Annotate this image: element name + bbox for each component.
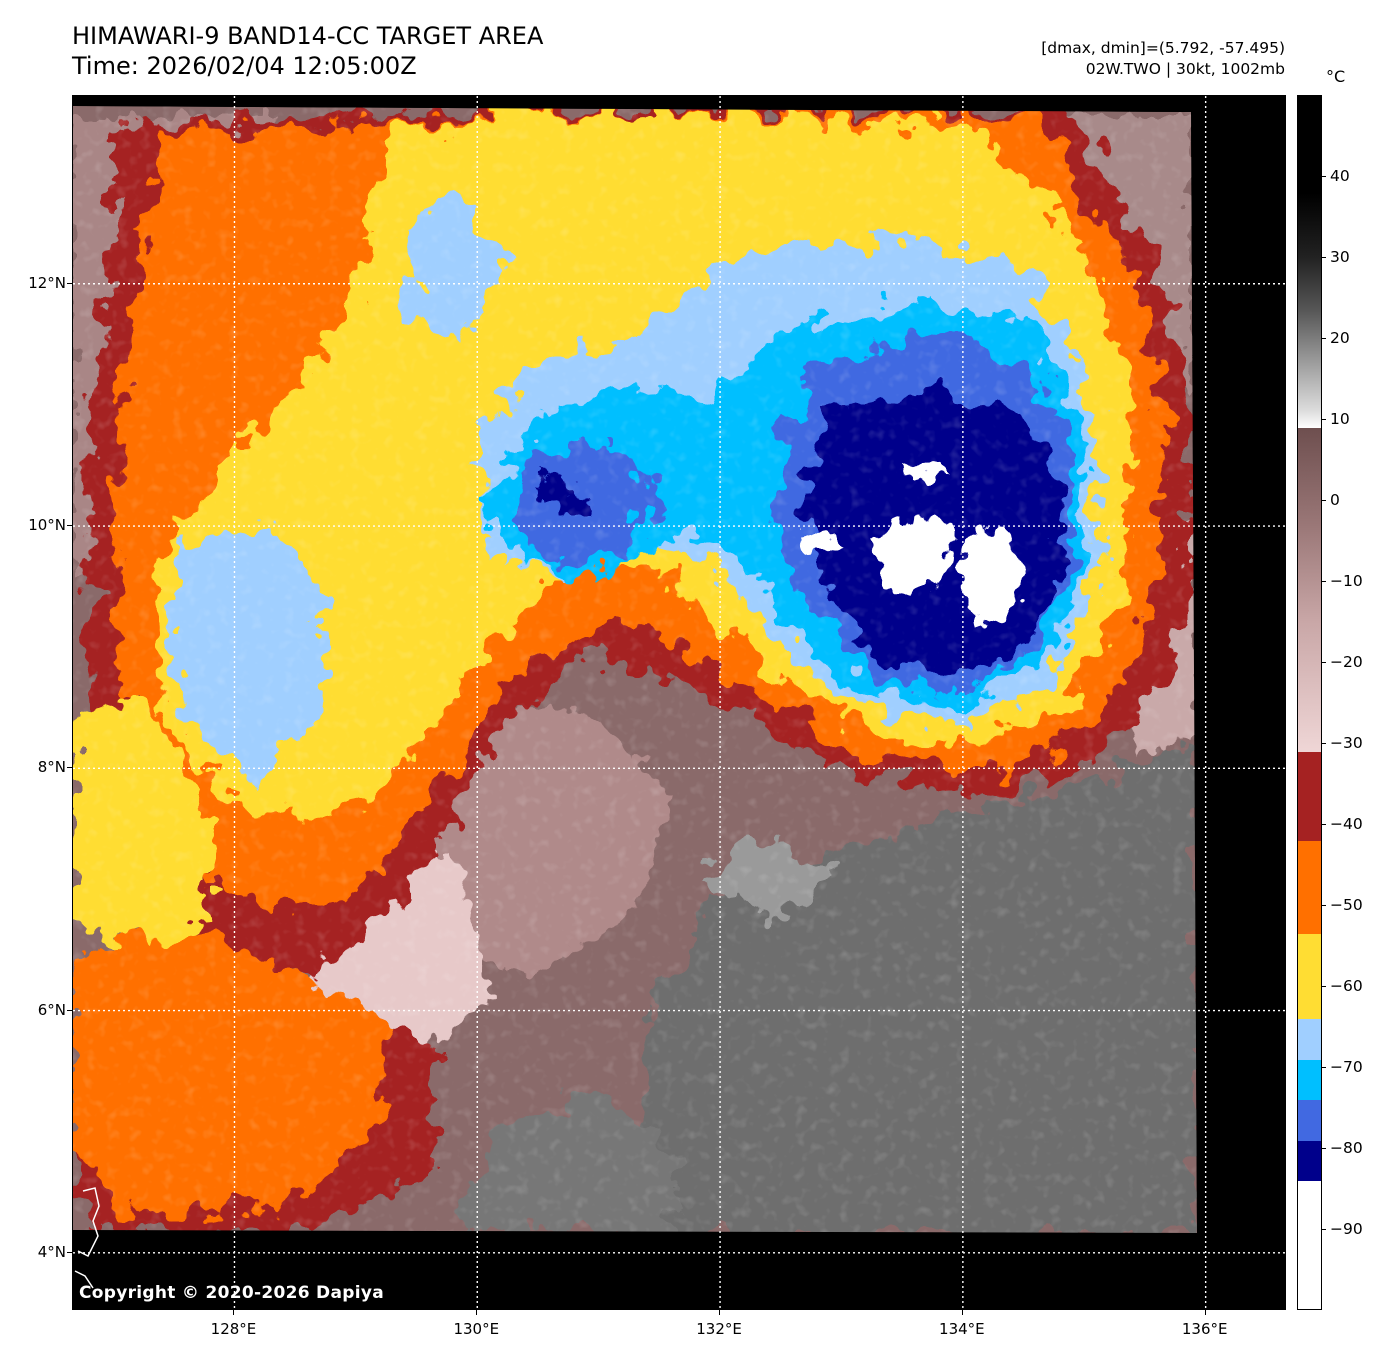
colorbar-tick (1322, 500, 1326, 501)
colorbar-tick (1322, 581, 1326, 582)
graticule (73, 96, 1285, 1309)
colorbar-tick (1322, 419, 1326, 420)
colorbar-tick-label: −30 (1330, 734, 1363, 752)
colorbar-tick-label: 10 (1330, 410, 1350, 428)
latitude-tick (67, 282, 72, 284)
colorbar-segment (1298, 96, 1321, 258)
colorbar-segment (1298, 934, 1321, 1020)
colorbar-tick (1322, 1067, 1326, 1068)
colorbar (1297, 95, 1322, 1310)
satellite-map: Copyright © 2020-2026 Dapiya (72, 95, 1286, 1310)
colorbar-tick (1322, 905, 1326, 906)
colorbar-tick-label: −80 (1330, 1139, 1363, 1157)
colorbar-tick (1322, 1229, 1326, 1230)
colorbar-segment (1298, 1059, 1321, 1101)
latitude-label: 6°N (37, 1000, 66, 1019)
longitude-label: 134°E (939, 1320, 985, 1338)
latitude-label: 8°N (37, 758, 66, 777)
colorbar-segment (1298, 258, 1321, 429)
colorbar-tick (1322, 257, 1326, 258)
colorbar-unit: °C (1326, 67, 1346, 86)
colorbar-tick-label: 40 (1330, 167, 1350, 185)
colorbar-tick-label: −10 (1330, 572, 1363, 590)
longitude-label: 132°E (696, 1320, 742, 1338)
colorbar-tick-label: 0 (1330, 491, 1340, 509)
latitude-tick (67, 525, 72, 527)
colorbar-tick-label: −90 (1330, 1220, 1363, 1238)
colorbar-segment (1298, 1140, 1321, 1182)
latitude-label: 10°N (28, 516, 66, 535)
colorbar-tick (1322, 743, 1326, 744)
colorbar-tick (1322, 824, 1326, 825)
colorbar-tick (1322, 986, 1326, 987)
dmax-dmin-readout: [dmax, dmin]=(5.792, -57.495) (1041, 39, 1285, 57)
latitude-tick (67, 1009, 72, 1011)
colorbar-tick (1322, 338, 1326, 339)
colorbar-segment (1298, 1181, 1321, 1309)
colorbar-tick (1322, 662, 1326, 663)
colorbar-tick-label: 20 (1330, 329, 1350, 347)
colorbar-segment (1298, 1019, 1321, 1060)
colorbar-tick-label: −40 (1330, 815, 1363, 833)
chart-title: HIMAWARI-9 BAND14-CC TARGET AREA (72, 22, 544, 50)
colorbar-tick (1322, 1148, 1326, 1149)
longitude-label: 130°E (453, 1320, 500, 1338)
colorbar-tick-label: −70 (1330, 1058, 1363, 1076)
storm-info: 02W.TWO | 30kt, 1002mb (1085, 60, 1285, 78)
latitude-tick (67, 1251, 72, 1253)
colorbar-tick (1322, 176, 1326, 177)
colorbar-segment (1298, 841, 1321, 935)
copyright-text: Copyright © 2020-2026 Dapiya (79, 1283, 384, 1303)
longitude-tick (719, 1310, 721, 1315)
latitude-label: 4°N (37, 1242, 66, 1261)
longitude-label: 128°E (210, 1320, 257, 1338)
colorbar-tick-label: −20 (1330, 653, 1363, 671)
colorbar-segment (1298, 428, 1321, 753)
colorbar-tick-label: −50 (1330, 896, 1363, 914)
latitude-label: 12°N (28, 273, 66, 292)
longitude-tick (476, 1310, 478, 1315)
chart-timestamp: Time: 2026/02/04 12:05:00Z (72, 52, 417, 80)
longitude-tick (961, 1310, 963, 1315)
longitude-label: 136°E (1181, 1320, 1228, 1338)
infrared-image (73, 96, 1285, 1309)
colorbar-segment (1298, 752, 1321, 842)
longitude-tick (233, 1310, 235, 1315)
colorbar-tick-label: 30 (1330, 248, 1350, 266)
colorbar-segment (1298, 1100, 1321, 1141)
colorbar-tick-label: −60 (1330, 977, 1363, 995)
longitude-tick (1204, 1310, 1206, 1315)
coastline (77, 1187, 100, 1258)
latitude-tick (67, 767, 72, 769)
data-swath (73, 96, 1285, 1309)
